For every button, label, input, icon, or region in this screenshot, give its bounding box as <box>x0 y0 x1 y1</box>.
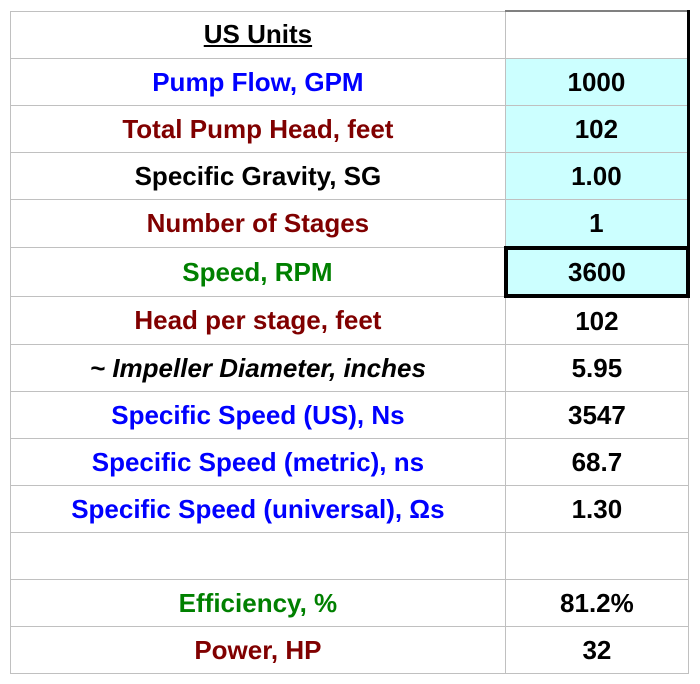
row-impeller-diameter: ~ Impeller Diameter, inches 5.95 <box>11 345 689 392</box>
label-num-stages: Number of Stages <box>11 200 506 248</box>
label-pump-flow: Pump Flow, GPM <box>11 59 506 106</box>
pump-calc-table: US Units Pump Flow, GPM 1000 Total Pump … <box>10 10 690 674</box>
spacer-value <box>505 533 688 580</box>
row-ns-metric: Specific Speed (metric), ns 68.7 <box>11 439 689 486</box>
value-ns-universal[interactable]: 1.30 <box>505 486 688 533</box>
value-head-per-stage[interactable]: 102 <box>505 297 688 345</box>
header-cell: US Units <box>11 11 506 59</box>
label-total-head: Total Pump Head, feet <box>11 106 506 153</box>
value-ns-us[interactable]: 3547 <box>505 392 688 439</box>
row-ns-us: Specific Speed (US), Ns 3547 <box>11 392 689 439</box>
label-power: Power, HP <box>11 627 506 674</box>
label-efficiency: Efficiency, % <box>11 580 506 627</box>
spacer-row <box>11 533 689 580</box>
spacer-label <box>11 533 506 580</box>
row-specific-gravity: Specific Gravity, SG 1.00 <box>11 153 689 200</box>
value-power[interactable]: 32 <box>505 627 688 674</box>
value-total-head[interactable]: 102 <box>505 106 688 153</box>
row-speed: Speed, RPM 3600 <box>11 248 689 297</box>
value-num-stages[interactable]: 1 <box>505 200 688 248</box>
label-specific-gravity: Specific Gravity, SG <box>11 153 506 200</box>
row-head-per-stage: Head per stage, feet 102 <box>11 297 689 345</box>
label-ns-metric: Specific Speed (metric), ns <box>11 439 506 486</box>
value-efficiency[interactable]: 81.2% <box>505 580 688 627</box>
value-pump-flow[interactable]: 1000 <box>505 59 688 106</box>
value-impeller-diameter[interactable]: 5.95 <box>505 345 688 392</box>
value-specific-gravity[interactable]: 1.00 <box>505 153 688 200</box>
value-ns-metric[interactable]: 68.7 <box>505 439 688 486</box>
row-num-stages: Number of Stages 1 <box>11 200 689 248</box>
row-efficiency: Efficiency, % 81.2% <box>11 580 689 627</box>
row-power: Power, HP 32 <box>11 627 689 674</box>
header-value-cell <box>505 11 688 59</box>
row-ns-universal: Specific Speed (universal), Ωs 1.30 <box>11 486 689 533</box>
label-ns-us: Specific Speed (US), Ns <box>11 392 506 439</box>
label-head-per-stage: Head per stage, feet <box>11 297 506 345</box>
label-impeller-diameter: ~ Impeller Diameter, inches <box>11 345 506 392</box>
row-pump-flow: Pump Flow, GPM 1000 <box>11 59 689 106</box>
row-total-head: Total Pump Head, feet 102 <box>11 106 689 153</box>
value-speed[interactable]: 3600 <box>505 248 688 297</box>
header-row: US Units <box>11 11 689 59</box>
label-ns-universal: Specific Speed (universal), Ωs <box>11 486 506 533</box>
label-speed: Speed, RPM <box>11 248 506 297</box>
